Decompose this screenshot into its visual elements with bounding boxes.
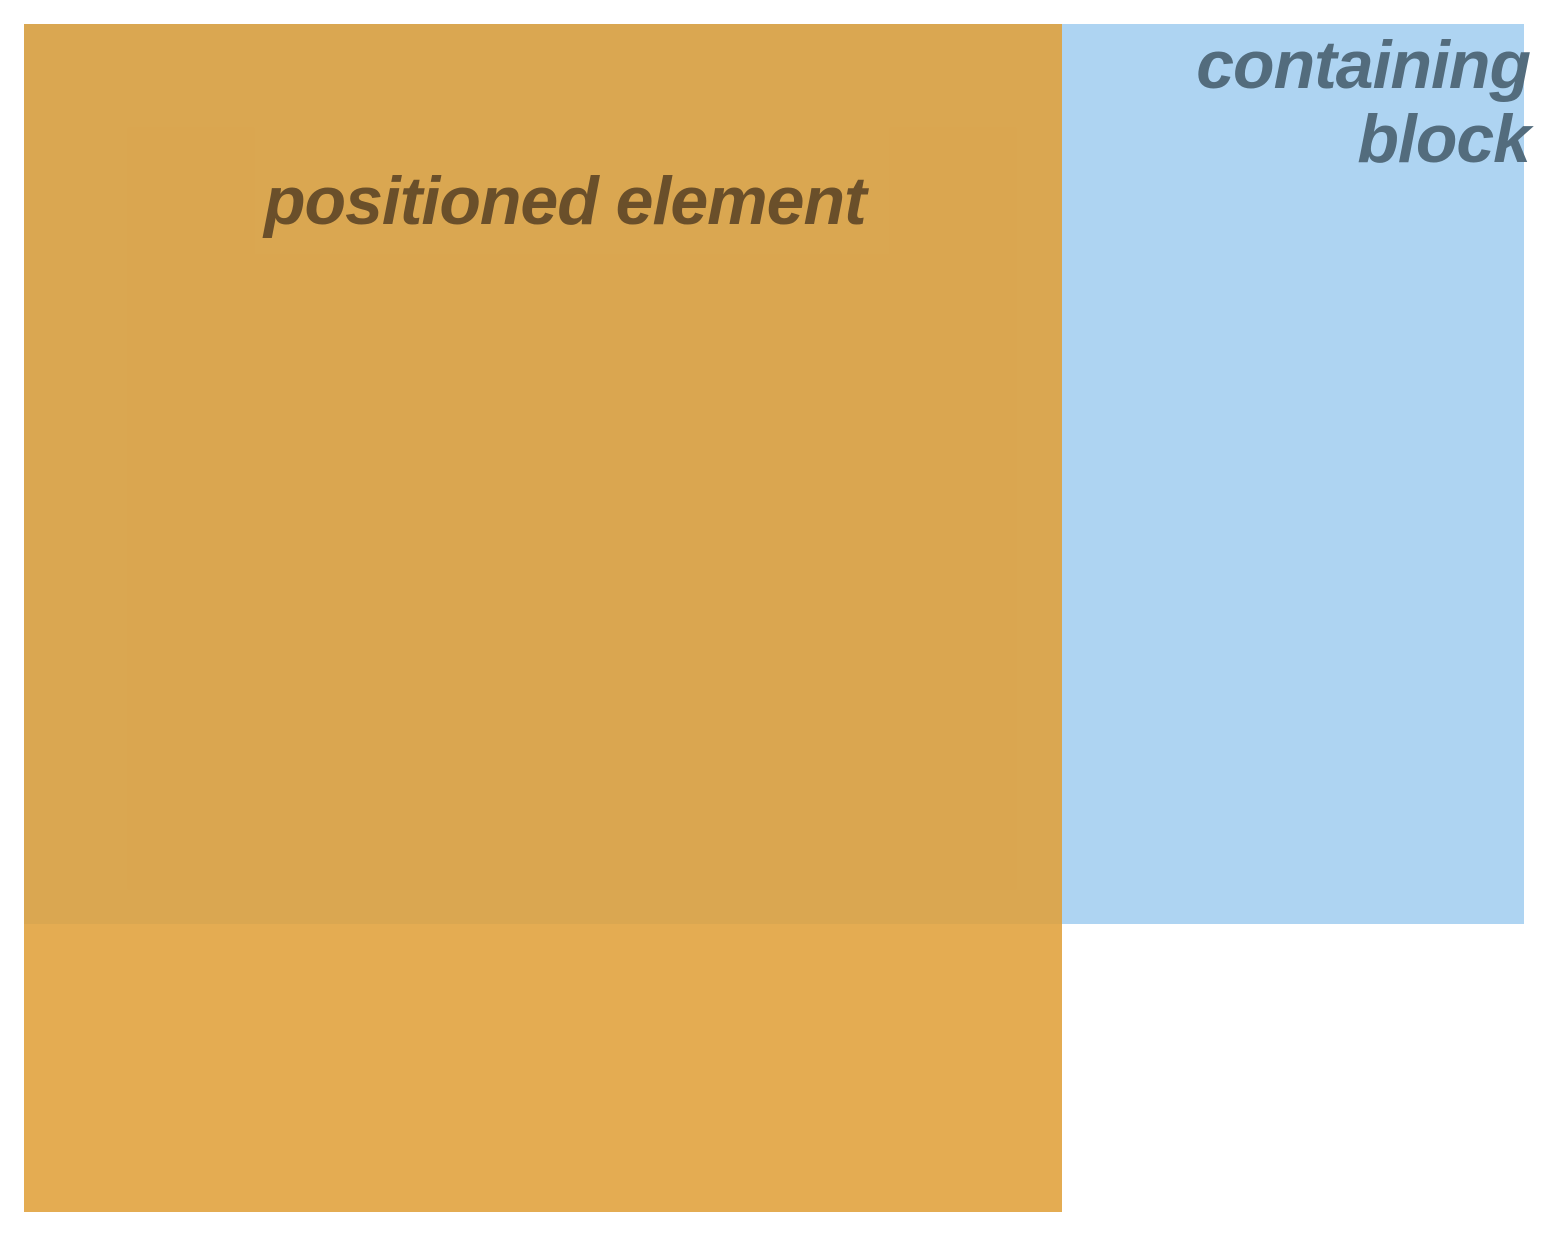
containing-block-label-line2: block [1357, 101, 1531, 177]
containing-block-label-line1: containing [1196, 27, 1531, 103]
containing-block-label: containing block [1196, 27, 1531, 177]
positioned-element-label: positioned element [264, 163, 867, 239]
positioned-element: positioned element [24, 24, 1062, 1212]
